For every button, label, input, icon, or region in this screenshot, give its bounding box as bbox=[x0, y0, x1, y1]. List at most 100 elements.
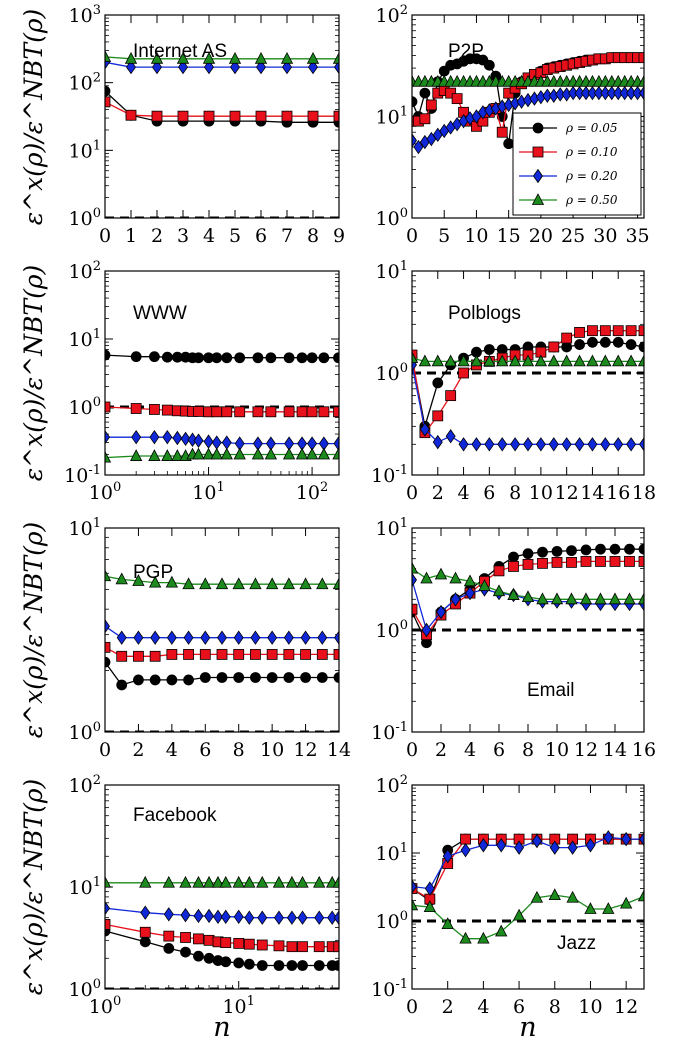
data-point bbox=[148, 575, 162, 588]
y-tick-label: 100 bbox=[69, 720, 101, 744]
data-point bbox=[210, 447, 223, 460]
data-point bbox=[211, 875, 225, 888]
series-square bbox=[105, 96, 339, 122]
data-point bbox=[587, 336, 598, 348]
data-point bbox=[548, 888, 561, 901]
data-point bbox=[419, 87, 431, 99]
x-tick-label: 0 bbox=[99, 225, 111, 247]
data-point bbox=[132, 574, 145, 586]
data-point bbox=[445, 429, 456, 444]
data-point bbox=[221, 352, 233, 364]
data-point bbox=[306, 51, 320, 64]
data-point bbox=[521, 354, 535, 367]
data-point bbox=[314, 910, 325, 925]
data-point bbox=[162, 875, 175, 888]
x-tick-label: 0 bbox=[406, 225, 418, 247]
data-point bbox=[281, 110, 293, 122]
x-tick-label: 35 bbox=[625, 225, 649, 247]
x-tick-label: 0 bbox=[406, 996, 418, 1018]
data-point bbox=[613, 437, 624, 452]
data-point bbox=[193, 950, 204, 962]
x-tick-label: 0 bbox=[406, 482, 418, 504]
series-triangle bbox=[412, 74, 644, 87]
y-tick-label: 101 bbox=[376, 516, 408, 540]
data-point bbox=[508, 561, 519, 572]
data-point bbox=[131, 429, 142, 445]
data-point bbox=[574, 339, 585, 350]
series-diamond bbox=[412, 572, 644, 638]
data-point bbox=[638, 52, 644, 64]
x-tick-label: 8 bbox=[509, 482, 521, 504]
data-point bbox=[140, 905, 151, 920]
x-tick-label: 100 bbox=[89, 480, 121, 504]
series-triangle bbox=[412, 351, 644, 367]
data-point bbox=[105, 875, 112, 888]
legend-label: ρ = 0.10 bbox=[565, 145, 618, 159]
data-point bbox=[478, 579, 491, 591]
data-point bbox=[166, 649, 178, 660]
data-point bbox=[594, 592, 607, 605]
data-point bbox=[612, 336, 624, 348]
data-point bbox=[193, 406, 204, 417]
series-diamond bbox=[105, 429, 339, 451]
series-circle bbox=[105, 925, 339, 971]
series-triangle bbox=[412, 561, 644, 605]
data-point bbox=[471, 437, 482, 452]
y-tick-label: 103 bbox=[69, 3, 101, 27]
data-point bbox=[283, 406, 295, 418]
data-point bbox=[266, 672, 278, 683]
data-point bbox=[202, 447, 215, 460]
data-point bbox=[334, 59, 339, 75]
data-point bbox=[257, 910, 268, 925]
series-triangle bbox=[105, 875, 339, 888]
data-point bbox=[638, 556, 644, 567]
x-tick-label: 12 bbox=[574, 739, 598, 761]
x-tick-label: 6 bbox=[483, 482, 495, 504]
series-circle bbox=[105, 656, 339, 691]
plot-area bbox=[105, 569, 339, 732]
data-point bbox=[333, 672, 339, 683]
data-point bbox=[625, 339, 637, 350]
data-point bbox=[193, 933, 204, 945]
data-point bbox=[264, 447, 278, 460]
data-point bbox=[424, 881, 435, 896]
data-point bbox=[460, 842, 471, 858]
data-point bbox=[213, 909, 223, 925]
data-point bbox=[180, 907, 191, 923]
data-point bbox=[412, 133, 417, 148]
data-point bbox=[599, 325, 611, 337]
data-point bbox=[421, 622, 432, 638]
data-point bbox=[566, 890, 579, 903]
data-point bbox=[313, 960, 325, 971]
panel-6: 10-1 100 101 0 2 4 6 8 10 12 14 16 Email bbox=[371, 516, 656, 761]
data-point bbox=[599, 336, 611, 348]
data-point bbox=[282, 447, 296, 460]
series-line bbox=[105, 101, 339, 117]
series-diamond bbox=[412, 830, 644, 896]
data-point bbox=[624, 354, 638, 367]
data-point bbox=[125, 109, 137, 121]
data-point bbox=[508, 354, 522, 367]
data-point bbox=[286, 910, 297, 925]
data-point bbox=[149, 429, 160, 445]
data-point bbox=[530, 890, 544, 903]
legend-marker bbox=[532, 122, 544, 134]
data-point bbox=[586, 354, 599, 367]
data-point bbox=[233, 649, 245, 660]
data-point bbox=[221, 406, 233, 418]
data-point bbox=[313, 875, 326, 888]
data-point bbox=[149, 650, 161, 662]
data-point bbox=[639, 437, 644, 452]
data-point bbox=[200, 630, 211, 645]
data-point bbox=[412, 96, 418, 108]
data-point bbox=[232, 577, 245, 590]
data-point bbox=[548, 341, 560, 353]
data-point bbox=[178, 59, 188, 75]
data-point bbox=[265, 577, 279, 590]
data-point bbox=[566, 556, 577, 568]
data-point bbox=[256, 875, 269, 888]
x-tick-label: 10 bbox=[578, 996, 602, 1018]
data-point bbox=[150, 51, 164, 64]
data-point bbox=[334, 630, 339, 645]
y-tick-label: 101 bbox=[376, 105, 408, 129]
